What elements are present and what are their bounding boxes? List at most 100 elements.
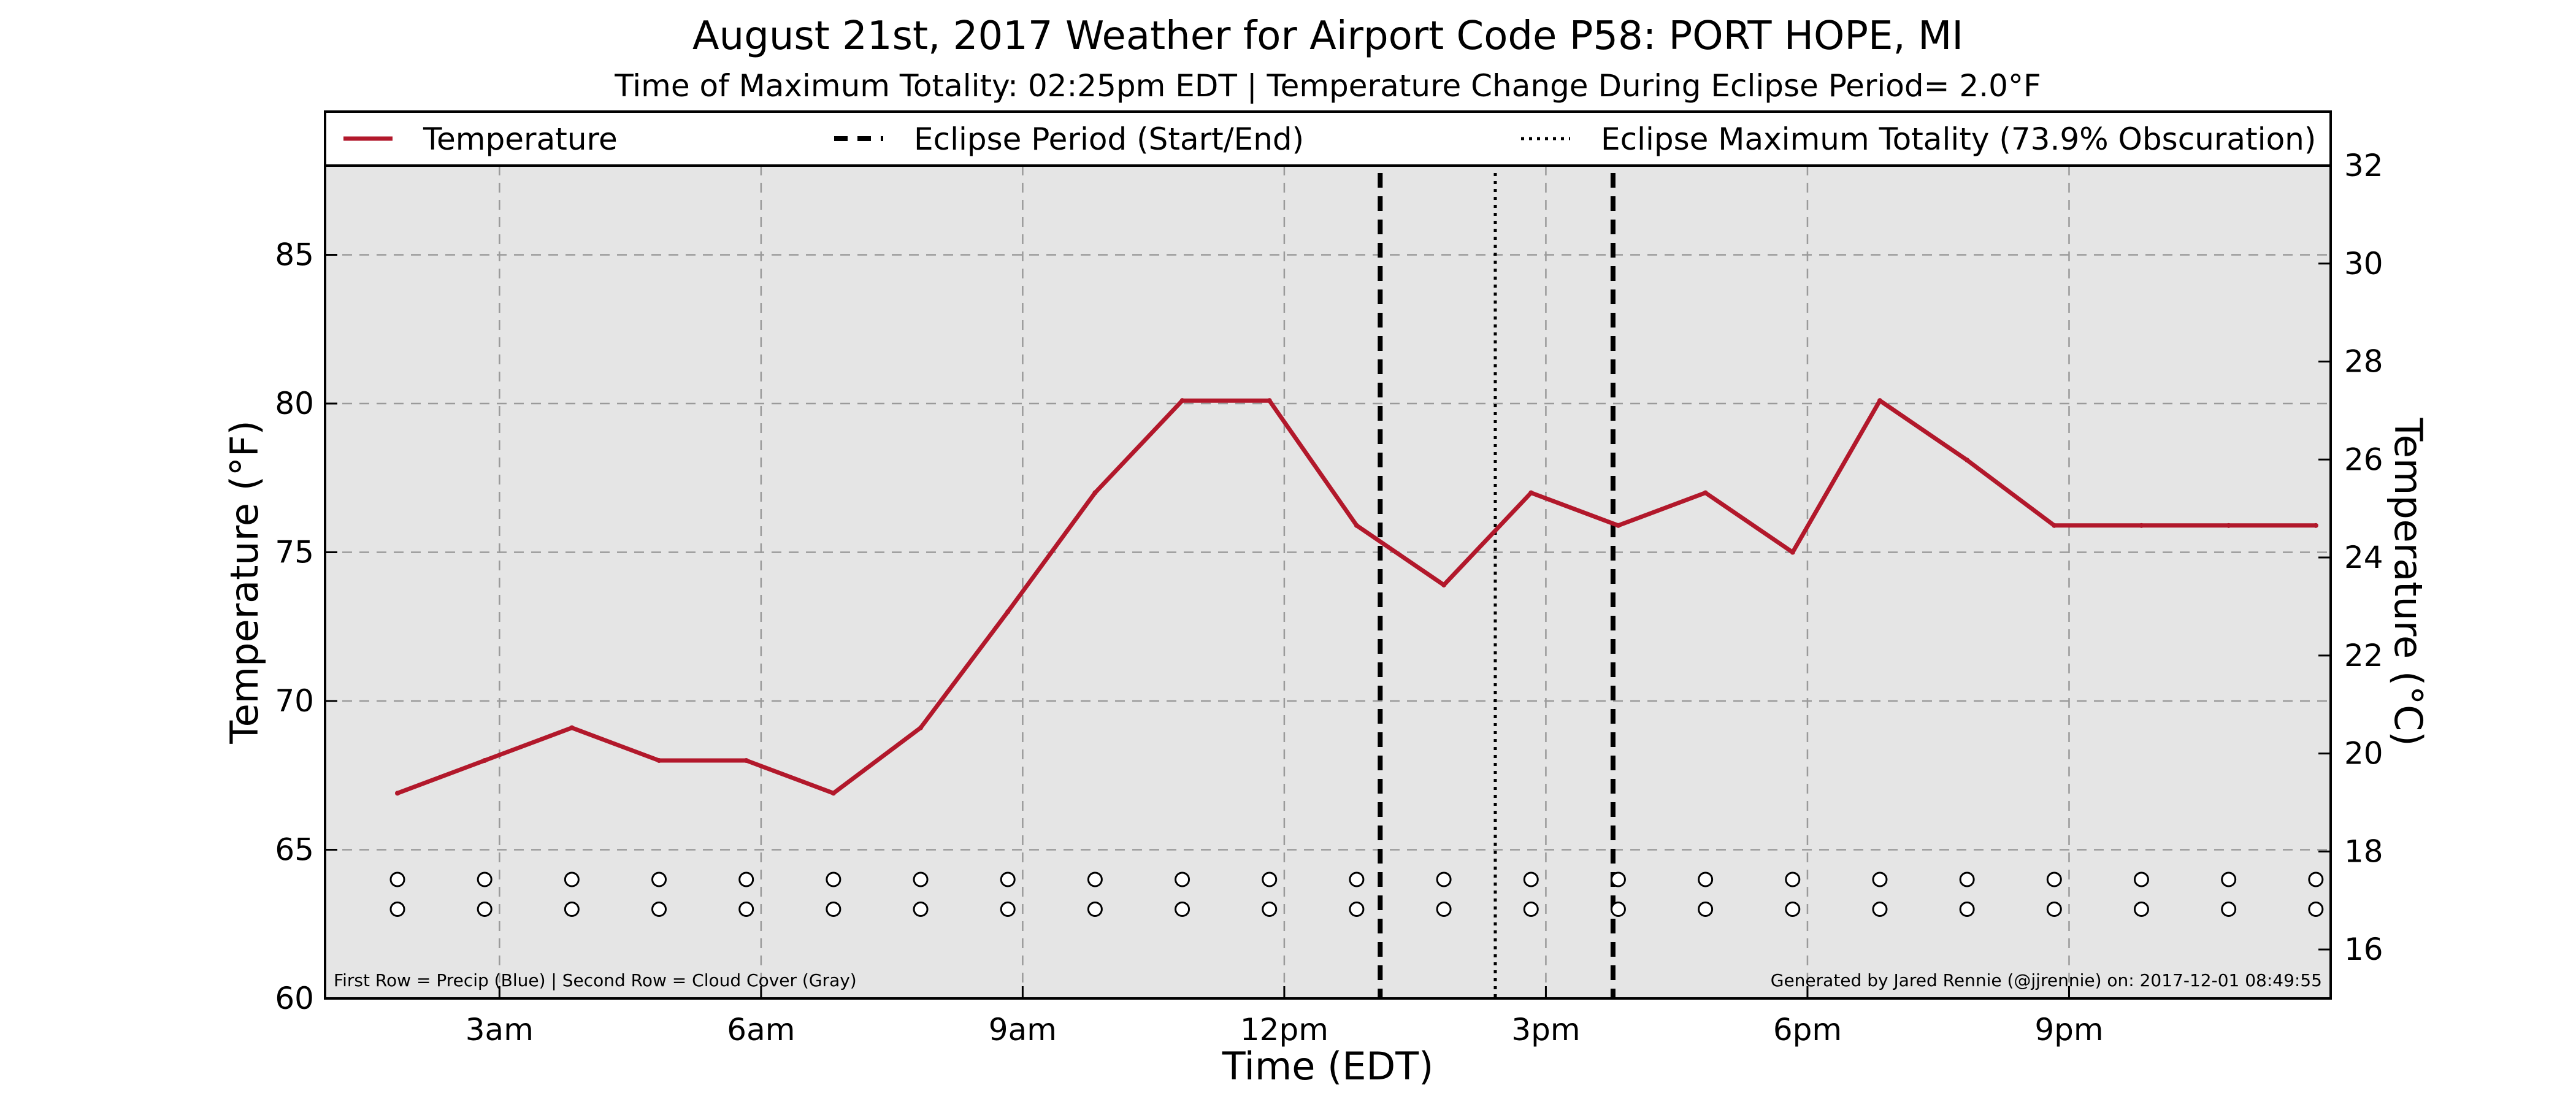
legend-eclipse-period-label: Eclipse Period (Start/End) xyxy=(914,121,1304,157)
x-tick-label: 6am xyxy=(727,1012,795,1048)
cloud-cover-marker xyxy=(477,902,493,917)
precip-marker xyxy=(1436,871,1452,887)
y-axis-label-right: Temperature (°C) xyxy=(2386,417,2431,746)
temperature-point xyxy=(1877,398,1882,404)
y-tick-label: 80 xyxy=(275,386,314,421)
precip-marker xyxy=(389,871,405,887)
cloud-cover-marker xyxy=(1436,902,1452,917)
precip-marker xyxy=(1349,871,1365,887)
cloud-cover-marker xyxy=(826,902,841,917)
temperature-point xyxy=(395,791,401,796)
cloud-cover-marker xyxy=(564,902,580,917)
y-right-tick-label: 18 xyxy=(2344,833,2383,869)
temperature-point xyxy=(1092,490,1098,496)
precip-marker xyxy=(1785,871,1801,887)
legend-temperature-label: Temperature xyxy=(423,121,618,157)
precip-marker xyxy=(738,871,754,887)
legend-box xyxy=(324,110,2332,167)
temperature-point xyxy=(1267,398,1272,404)
y-right-tick-label: 22 xyxy=(2344,638,2383,673)
temperature-point xyxy=(656,758,662,763)
legend-eclipse-max-label: Eclipse Maximum Totality (73.9% Obscurat… xyxy=(1601,121,2316,157)
x-tick-label: 3am xyxy=(466,1012,534,1048)
x-tick-label: 3pm xyxy=(1511,1012,1580,1048)
precip-marker xyxy=(826,871,841,887)
y-tick-label: 60 xyxy=(275,981,314,1016)
y-right-tick-label: 20 xyxy=(2344,736,2383,772)
temperature-point xyxy=(1616,523,1621,528)
footnote-right: Generated by Jared Rennie (@jjrennie) on… xyxy=(1771,970,2322,990)
precip-marker xyxy=(1698,871,1714,887)
y-axis-label: Temperature (°F) xyxy=(222,420,267,744)
temperature-point xyxy=(569,725,575,730)
cloud-cover-marker xyxy=(1175,902,1190,917)
precip-marker xyxy=(1000,871,1016,887)
cloud-cover-marker xyxy=(1959,902,1975,917)
y-right-tick-label: 16 xyxy=(2344,932,2383,967)
precip-marker xyxy=(1175,871,1190,887)
y-tick-label: 85 xyxy=(275,237,314,273)
temperature-point xyxy=(1703,490,1708,496)
temperature-point xyxy=(2052,523,2057,528)
x-tick-label: 12pm xyxy=(1240,1012,1328,1048)
y-right-tick-label: 26 xyxy=(2344,442,2383,477)
cloud-cover-marker xyxy=(2221,902,2237,917)
cloud-cover-marker xyxy=(1872,902,1888,917)
cloud-cover-marker xyxy=(2308,902,2324,917)
temperature-point xyxy=(2226,523,2231,528)
precip-marker xyxy=(2046,871,2062,887)
temperature-point xyxy=(2313,523,2318,528)
temperature-point xyxy=(918,725,924,730)
temperature-point xyxy=(1790,550,1795,555)
temperature-point xyxy=(1528,490,1534,496)
footnote-left: First Row = Precip (Blue) | Second Row =… xyxy=(334,970,857,990)
cloud-cover-marker xyxy=(389,902,405,917)
x-tick-label: 9am xyxy=(989,1012,1057,1048)
precip-marker xyxy=(913,871,929,887)
y-right-tick-label: 30 xyxy=(2344,246,2383,282)
precip-marker xyxy=(2308,871,2324,887)
precip-marker xyxy=(1262,871,1278,887)
cloud-cover-marker xyxy=(2133,902,2149,917)
chart-title: August 21st, 2017 Weather for Airport Co… xyxy=(692,13,1963,59)
cloud-cover-marker xyxy=(1698,902,1714,917)
y-tick-label: 75 xyxy=(275,535,314,570)
precip-marker xyxy=(564,871,580,887)
precip-marker xyxy=(2133,871,2149,887)
temperature-point xyxy=(482,758,488,763)
precip-marker xyxy=(651,871,667,887)
precip-marker xyxy=(2221,871,2237,887)
y-right-tick-label: 24 xyxy=(2344,540,2383,575)
precip-marker xyxy=(1523,871,1539,887)
temperature-point xyxy=(2139,523,2144,528)
x-tick-label: 9pm xyxy=(2034,1012,2103,1048)
temperature-point xyxy=(743,758,749,763)
chart-subtitle: Time of Maximum Totality: 02:25pm EDT | … xyxy=(614,68,2041,104)
precip-marker xyxy=(1610,871,1626,887)
cloud-cover-marker xyxy=(1610,902,1626,917)
y-right-tick-label: 28 xyxy=(2344,344,2383,380)
y-right-tick-label: 32 xyxy=(2344,148,2383,183)
precip-marker xyxy=(1959,871,1975,887)
plot-background xyxy=(325,166,2331,998)
precip-marker xyxy=(1087,871,1103,887)
cloud-cover-marker xyxy=(1349,902,1365,917)
temperature-point xyxy=(1965,458,1970,463)
cloud-cover-marker xyxy=(1785,902,1801,917)
cloud-cover-marker xyxy=(913,902,929,917)
temperature-point xyxy=(1354,523,1359,528)
temperature-point xyxy=(1441,582,1447,588)
cloud-cover-marker xyxy=(1262,902,1278,917)
cloud-cover-marker xyxy=(2046,902,2062,917)
cloud-cover-marker xyxy=(1000,902,1016,917)
x-tick-label: 6pm xyxy=(1773,1012,1842,1048)
y-tick-label: 70 xyxy=(275,683,314,719)
precip-marker xyxy=(477,871,493,887)
precip-marker xyxy=(1872,871,1888,887)
cloud-cover-marker xyxy=(1523,902,1539,917)
temperature-point xyxy=(1005,609,1011,615)
y-tick-label: 65 xyxy=(275,832,314,868)
cloud-cover-marker xyxy=(651,902,667,917)
